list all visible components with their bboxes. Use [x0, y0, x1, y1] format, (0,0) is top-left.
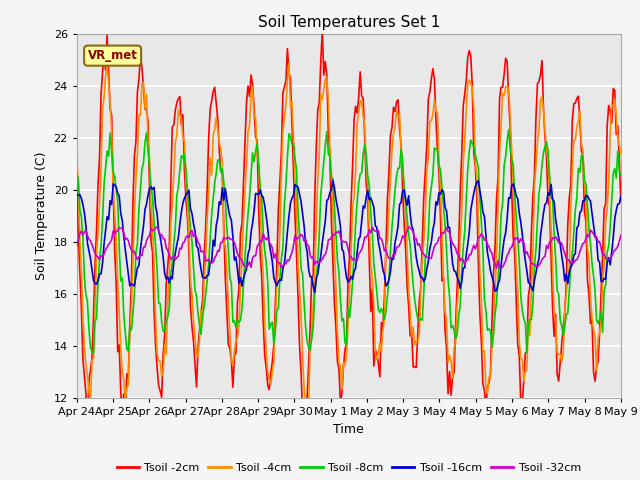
Y-axis label: Soil Temperature (C): Soil Temperature (C): [35, 152, 48, 280]
X-axis label: Time: Time: [333, 423, 364, 436]
Legend: Tsoil -2cm, Tsoil -4cm, Tsoil -8cm, Tsoil -16cm, Tsoil -32cm: Tsoil -2cm, Tsoil -4cm, Tsoil -8cm, Tsoi…: [112, 459, 586, 478]
Text: VR_met: VR_met: [88, 49, 138, 62]
Title: Soil Temperatures Set 1: Soil Temperatures Set 1: [258, 15, 440, 30]
